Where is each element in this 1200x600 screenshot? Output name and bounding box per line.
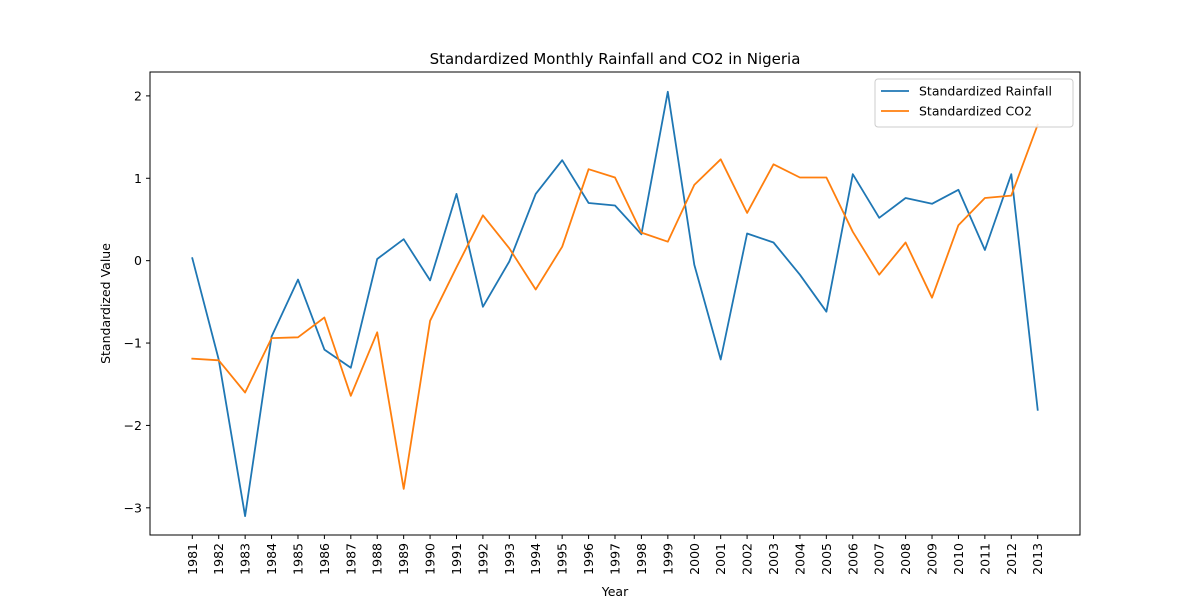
x-tick-label: 1991 <box>449 543 464 575</box>
x-tick-label: 2010 <box>951 543 966 575</box>
x-tick-label: 1985 <box>291 543 306 575</box>
x-tick-label: 2008 <box>898 543 913 575</box>
x-tick-label: 1988 <box>370 543 385 575</box>
x-tick-label: 2004 <box>792 543 807 575</box>
x-tick-label: 1982 <box>211 543 226 575</box>
x-axis-ticks: 1981 1982 1983 1984 1985 1986 1987 1988 1989 1990… <box>185 535 1045 575</box>
series-layer <box>191 90 1039 517</box>
series-line-1 <box>191 123 1039 490</box>
series-line-0 <box>191 90 1039 517</box>
legend: Standardized Rainfall Standardized CO2 <box>874 78 1074 128</box>
x-tick-label: 1989 <box>396 543 411 575</box>
x-tick-label: 2000 <box>687 543 702 575</box>
x-tick-label: 1996 <box>581 543 596 575</box>
x-tick-label: 1990 <box>423 543 438 575</box>
y-tick-label: 1 <box>134 171 142 186</box>
chart-title: Standardized Monthly Rainfall and CO2 in… <box>430 50 801 68</box>
plot-border <box>149 71 1081 536</box>
y-tick-label: −2 <box>124 418 142 433</box>
x-tick-label: 2001 <box>713 543 728 575</box>
x-tick-label: 1986 <box>317 543 332 575</box>
y-tick-label: −3 <box>124 500 142 515</box>
legend-label: Standardized Rainfall <box>919 84 1052 99</box>
y-tick-label: 0 <box>134 253 142 268</box>
x-tick-label: 1984 <box>264 543 279 575</box>
y-axis-ticks: −3 −2 −1 0 1 2 <box>124 88 150 515</box>
x-axis-label: Year <box>601 584 629 599</box>
legend-box <box>874 78 1074 128</box>
x-tick-label: 1983 <box>238 543 253 575</box>
x-tick-label: 2009 <box>925 543 940 575</box>
y-axis-label: Standardized Value <box>98 243 113 364</box>
x-tick-label: 1994 <box>528 543 543 575</box>
x-tick-label: 2013 <box>1030 543 1045 575</box>
x-tick-label: 2003 <box>766 543 781 575</box>
plot-frame <box>149 71 1081 536</box>
legend-label: Standardized CO2 <box>919 104 1032 119</box>
x-tick-label: 1997 <box>608 543 623 575</box>
x-tick-label: 1999 <box>660 543 675 575</box>
x-tick-label: 2006 <box>845 543 860 575</box>
x-tick-label: 2012 <box>1004 543 1019 575</box>
x-tick-label: 1992 <box>475 543 490 575</box>
x-tick-label: 2005 <box>819 543 834 575</box>
x-tick-label: 2007 <box>872 543 887 575</box>
x-tick-label: 1987 <box>343 543 358 575</box>
x-tick-label: 1993 <box>502 543 517 575</box>
x-tick-label: 2011 <box>977 543 992 575</box>
x-tick-label: 2002 <box>740 543 755 575</box>
y-tick-label: 2 <box>134 88 142 103</box>
x-tick-label: 1981 <box>185 543 200 575</box>
y-tick-label: −1 <box>124 336 142 351</box>
x-tick-label: 1998 <box>634 543 649 575</box>
x-tick-label: 1995 <box>555 543 570 575</box>
